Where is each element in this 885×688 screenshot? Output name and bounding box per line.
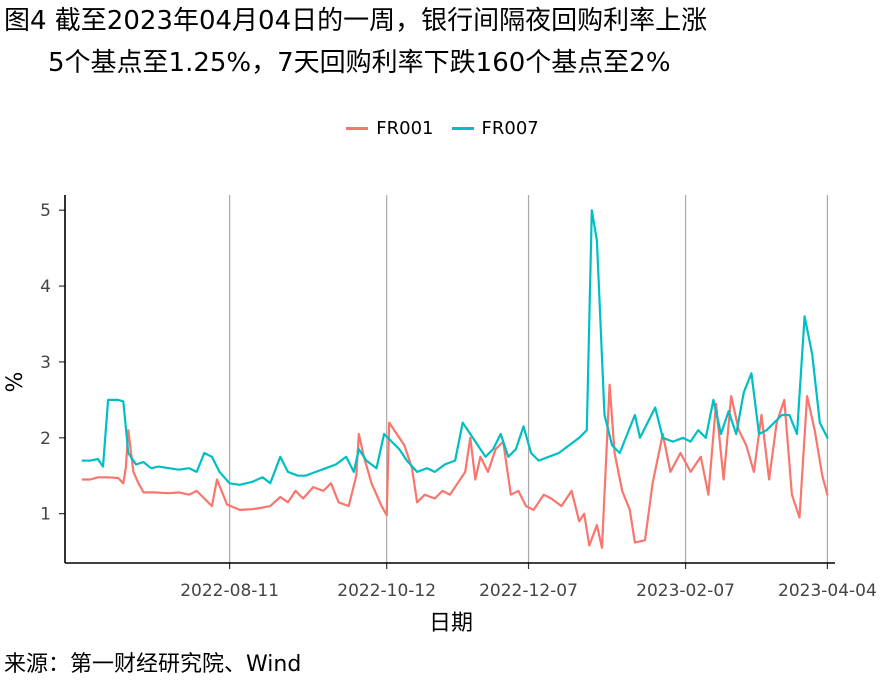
x-tick-label: 2022-10-12 bbox=[337, 581, 436, 601]
y-tick-label: 1 bbox=[40, 505, 51, 525]
legend-item-fr007: FR007 bbox=[451, 118, 539, 139]
tick-labels: 2022-08-11 2022-10-12 2022-12-07 2023-02-07… bbox=[40, 201, 877, 601]
x-tick-label: 2022-08-11 bbox=[180, 581, 279, 601]
source-note: 来源：第一财经研究院、Wind bbox=[4, 652, 302, 677]
series-lines bbox=[81, 209, 829, 549]
series-line-fr001 bbox=[81, 383, 829, 549]
x-tick-label: 2023-02-07 bbox=[636, 581, 735, 601]
chart-title-line2: 5个基点至1.25%，7天回购利率下跌160个基点至2% bbox=[48, 48, 671, 78]
chart-title-line1: 图4 截至2023年04月04日的一周，银行间隔夜回购利率上涨 bbox=[4, 6, 708, 36]
x-axis-title: 日期 bbox=[429, 611, 473, 636]
x-tick-label: 2023-04-04 bbox=[778, 581, 877, 601]
y-axis-title: % bbox=[3, 372, 28, 393]
x-tick-label: 2022-12-07 bbox=[479, 581, 578, 601]
y-tick-label: 2 bbox=[40, 429, 51, 449]
legend-swatch-fr007 bbox=[451, 127, 474, 130]
axes bbox=[59, 195, 835, 569]
legend-label-fr007: FR007 bbox=[481, 118, 539, 139]
y-tick-label: 3 bbox=[40, 353, 51, 373]
legend-swatch-fr001 bbox=[346, 127, 369, 130]
series-line-fr007 bbox=[81, 209, 829, 486]
y-tick-label: 5 bbox=[40, 201, 51, 221]
chart-legend: FR001 FR007 bbox=[0, 118, 885, 139]
legend-item-fr001: FR001 bbox=[346, 118, 434, 139]
legend-label-fr001: FR001 bbox=[376, 118, 434, 139]
y-tick-label: 4 bbox=[40, 277, 51, 297]
